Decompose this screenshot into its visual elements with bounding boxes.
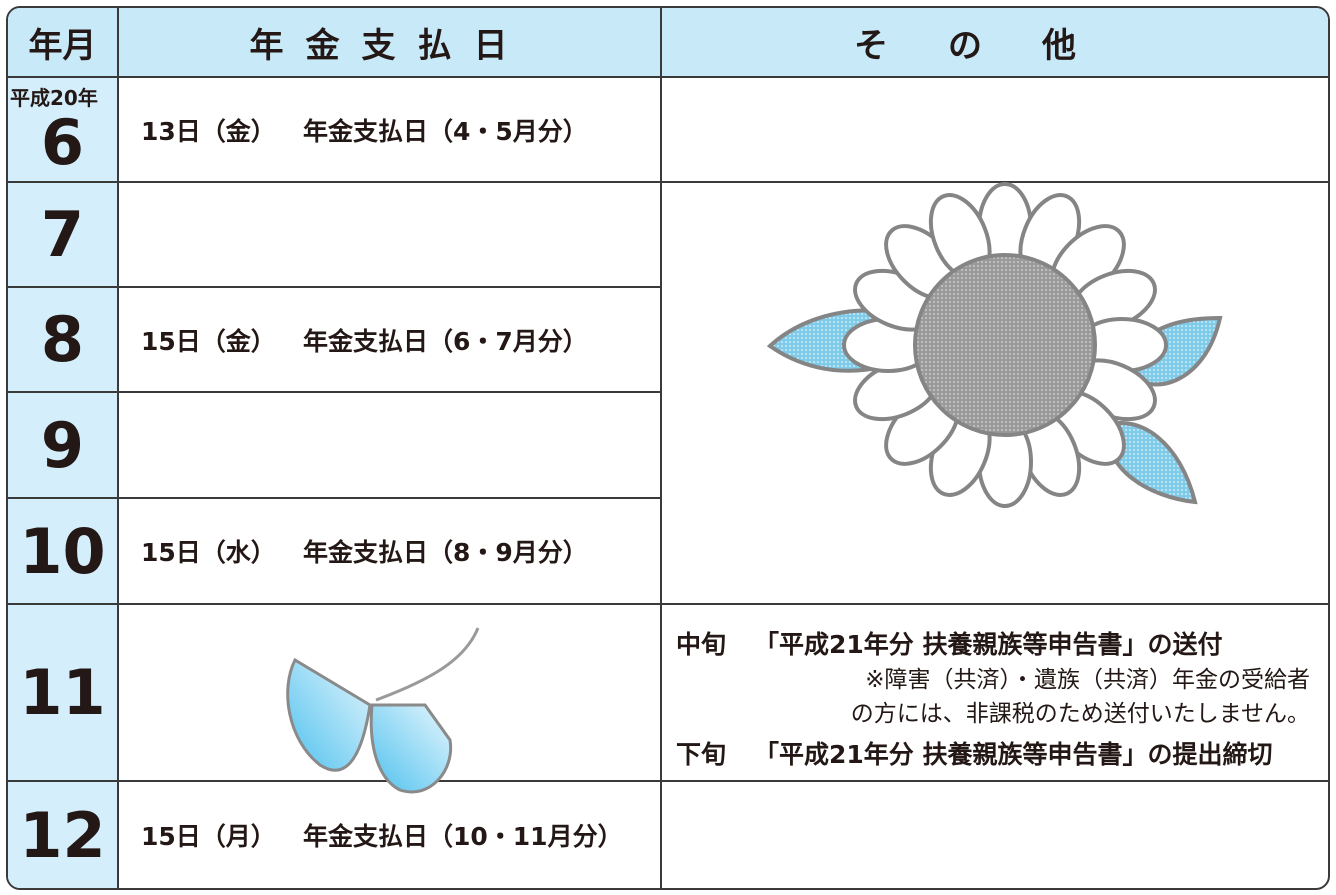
payment-cell: 13日（金） 年金支払日（4・5月分） (119, 78, 662, 183)
month: 12 (19, 798, 106, 872)
month-cell: 7 (8, 183, 119, 288)
month-cell: 8 (8, 288, 119, 393)
payment-cell (119, 393, 662, 499)
header-payment: 年金支払日 (119, 8, 662, 78)
payment: 年金支払日（10・11月分） (303, 822, 623, 851)
payment-cell (119, 605, 662, 782)
payment: 年金支払日（4・5月分） (303, 116, 588, 146)
item-text: 「平成21年分 扶養親族等申告書」の送付 (754, 630, 1223, 659)
other-cell (662, 183, 1328, 605)
other-cell (662, 782, 1328, 888)
month: 10 (19, 514, 106, 588)
payment-cell (119, 183, 662, 288)
month: 8 (40, 303, 85, 376)
payment: 年金支払日（6・7月分） (303, 326, 588, 356)
other-cell: 中旬 「平成21年分 扶養親族等申告書」の送付 ※障害（共済）・遺族（共済）年金の… (662, 605, 1328, 782)
note-line: ※障害（共済）・遺族（共済）年金の受給者 (865, 667, 1310, 693)
payment: 年金支払日（8・9月分） (303, 538, 588, 567)
item-text: 「平成21年分 扶養親族等申告書」の提出締切 (754, 740, 1273, 769)
other-cell (662, 78, 1328, 183)
month-cell: 11 (8, 605, 119, 782)
note: ※障害（共済）・遺族（共済）年金の受給者の方には、非課税のため送付いたしません。 (676, 663, 1310, 731)
date: 15日（水） (141, 538, 276, 567)
date: 15日（金） (141, 326, 276, 356)
other-item: 中旬 「平成21年分 扶養親族等申告書」の送付 (676, 625, 1314, 661)
month-cell: 9 (8, 393, 119, 499)
month: 7 (40, 198, 85, 271)
month: 6 (40, 106, 85, 179)
date: 15日（月） (141, 822, 276, 851)
payment-cell: 15日（月） 年金支払日（10・11月分） (119, 782, 662, 888)
payment-cell: 15日（水） 年金支払日（8・9月分） (119, 499, 662, 605)
header-month: 年月 (8, 8, 119, 78)
month: 9 (40, 408, 85, 482)
month-cell: 10 (8, 499, 119, 605)
era: 平成20年 (10, 86, 98, 110)
other-item: 下旬 「平成21年分 扶養親族等申告書」の提出締切 (676, 735, 1314, 771)
note-line: の方には、非課税のため送付いたしません。 (850, 701, 1310, 727)
month: 11 (19, 656, 106, 729)
header-other: その他 (662, 8, 1328, 78)
month-cell: 平成20年 6 (8, 78, 119, 183)
payment-cell: 15日（金） 年金支払日（6・7月分） (119, 288, 662, 393)
when: 中旬 (676, 630, 727, 659)
month-cell: 12 (8, 782, 119, 888)
when: 下旬 (676, 740, 727, 769)
schedule-table: 年月 年金支払日 その他 平成20年 6 13日（金） 年金支払日（4・5月分） 7… (6, 6, 1330, 890)
date: 13日（金） (141, 116, 276, 146)
